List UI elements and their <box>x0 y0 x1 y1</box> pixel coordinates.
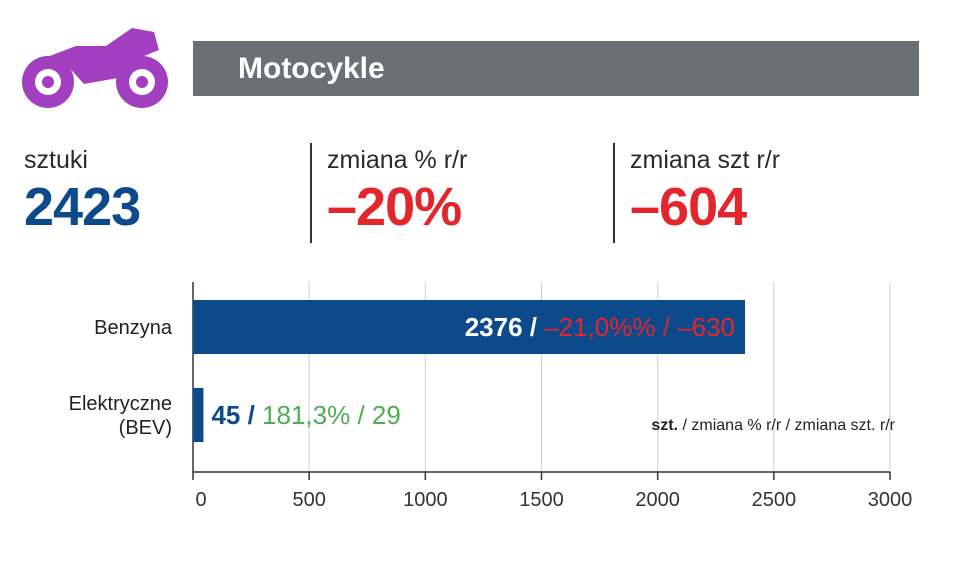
motorcycle-icon <box>22 28 168 108</box>
stat-unit-change-value: –604 <box>630 177 747 237</box>
category-label: Elektryczne <box>69 393 172 415</box>
tick-label: 1000 <box>403 489 448 511</box>
bar <box>193 300 746 354</box>
stat-units: sztuki 2423 <box>24 145 141 239</box>
tick-label: 0 <box>195 489 206 511</box>
bar <box>193 388 204 442</box>
category-label: Benzyna <box>94 317 173 339</box>
bar-data-label: 45 / 181,3% / 29 <box>211 400 400 430</box>
tick-label: 3000 <box>868 489 913 511</box>
stat-units-label: sztuki <box>24 146 88 174</box>
divider <box>310 143 312 243</box>
bar-data-label: 2376 / –21,0%% / –630 <box>465 312 735 342</box>
stat-pct-change-value: –20% <box>327 177 462 237</box>
tick-label: 500 <box>292 489 325 511</box>
divider <box>613 143 615 243</box>
category-label: (BEV) <box>119 417 172 439</box>
rear-hub <box>42 76 54 88</box>
tick-label: 2000 <box>635 489 680 511</box>
stat-pct-change: zmiana % r/r –20% <box>327 145 467 239</box>
stat-unit-change-label: zmiana szt r/r <box>630 146 781 174</box>
stat-units-value: 2423 <box>24 177 141 237</box>
page-title: Motocykle <box>238 52 385 85</box>
bar-chart: 0 500 1000 1500 2000 2500 3000 Benzyna 2376 / –2… <box>69 282 913 511</box>
stat-unit-change: zmiana szt r/r –604 <box>630 145 780 239</box>
front-hub <box>136 76 148 88</box>
tick-label: 1500 <box>519 489 564 511</box>
tick-label: 2500 <box>752 489 797 511</box>
header-bar: Motocykle <box>193 41 919 96</box>
stat-pct-change-label: zmiana % r/r <box>327 146 468 174</box>
label-format-note: szt. / zmiana % r/r / zmiana szt. r/r <box>651 417 895 434</box>
